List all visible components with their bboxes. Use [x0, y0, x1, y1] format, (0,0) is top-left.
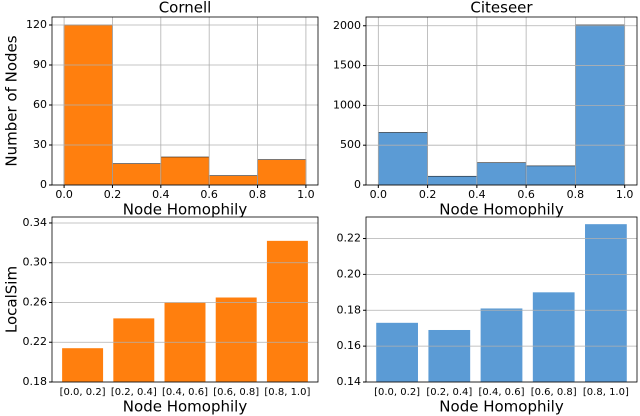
y-axis-label: LocalSim: [3, 266, 21, 333]
bar: [525, 165, 576, 186]
y-tick-label: 0.34: [23, 216, 48, 229]
y-tick-label: 0.16: [337, 339, 362, 352]
y-tick-label: 0.22: [337, 232, 362, 245]
y-tick-label: 0.26: [23, 295, 48, 308]
x-tick-label: 0.6: [200, 188, 218, 201]
bar: [378, 132, 428, 186]
x-tick-label: 0.4: [152, 188, 170, 201]
x-tick-label: [0.0, 0.2]: [374, 387, 420, 398]
y-tick-label: 0.20: [337, 267, 362, 280]
y-tick-label: 0: [40, 178, 47, 191]
x-axis-label: Node Homophily: [123, 398, 248, 416]
x-tick-label: [0.2, 0.4]: [111, 387, 157, 398]
y-axis-label: Number of Nodes: [3, 35, 21, 166]
chart-title: Citeseer: [470, 0, 533, 17]
bar: [376, 322, 418, 382]
y-tick-label: 1000: [333, 98, 361, 111]
x-tick-label: 0.0: [370, 188, 388, 201]
x-tick-label: [0.6, 0.8]: [531, 387, 577, 398]
y-tick-label: 0.22: [23, 335, 48, 348]
x-tick-label: [0.8, 1.0]: [583, 387, 629, 398]
y-tick-label: 60: [33, 98, 47, 111]
x-tick-label: [0.8, 1.0]: [264, 387, 310, 398]
bar: [476, 162, 527, 186]
y-tick-label: 0: [354, 178, 361, 191]
x-tick-label: 1.0: [297, 188, 315, 201]
x-tick-label: 0.8: [249, 188, 267, 201]
y-tick-label: 0.18: [23, 375, 48, 388]
x-tick-label: 0.2: [104, 188, 122, 201]
chart-title: Cornell: [159, 0, 212, 17]
y-tick-label: 0.18: [337, 303, 362, 316]
bar: [480, 308, 523, 382]
x-axis-label: Node Homophily: [439, 398, 564, 416]
x-tick-label: [0.4, 0.6]: [162, 387, 208, 398]
bar: [266, 240, 308, 382]
y-tick-label: 2000: [333, 19, 361, 32]
bar: [215, 297, 257, 382]
y-tick-label: 1500: [333, 59, 361, 72]
x-tick-label: 0.2: [419, 188, 437, 201]
axes-frame: [51, 216, 319, 383]
x-tick-label: 0.8: [567, 188, 585, 201]
y-tick-label: 30: [33, 138, 47, 151]
bar: [112, 163, 162, 186]
x-tick-label: [0.2, 0.4]: [426, 387, 472, 398]
x-tick-label: 0.6: [517, 188, 535, 201]
bar: [257, 159, 307, 186]
y-tick-label: 500: [340, 138, 361, 151]
x-tick-label: [0.4, 0.6]: [479, 387, 525, 398]
bar: [113, 318, 155, 382]
axes-frame: [365, 216, 638, 383]
y-tick-label: 0.14: [337, 375, 362, 388]
y-tick-label: 90: [33, 58, 47, 71]
y-tick-label: 120: [26, 18, 47, 31]
x-axis-label: Node Homophily: [439, 201, 564, 219]
bar: [428, 329, 471, 382]
x-tick-label: 1.0: [616, 188, 634, 201]
x-tick-label: [0.6, 0.8]: [213, 387, 259, 398]
y-tick-label: 0.30: [23, 256, 48, 269]
x-tick-label: [0.0, 0.2]: [60, 387, 106, 398]
bar: [62, 348, 104, 382]
bar: [427, 175, 478, 186]
axes-frame: [365, 16, 638, 186]
x-axis-label: Node Homophily: [123, 201, 248, 219]
x-tick-label: 0.4: [468, 188, 486, 201]
axes-frame: [51, 16, 319, 186]
bar: [208, 175, 258, 186]
x-tick-label: 0.0: [55, 188, 73, 201]
bar: [585, 224, 627, 382]
bar: [532, 292, 575, 382]
bar: [160, 156, 210, 186]
